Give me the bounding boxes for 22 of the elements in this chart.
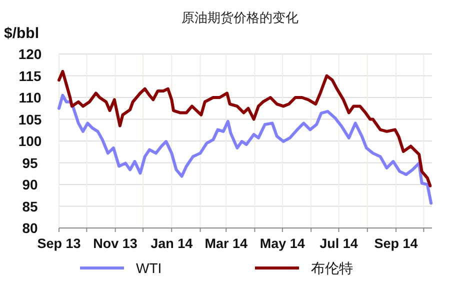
chart-title: 原油期货价格的变化 xyxy=(182,10,298,25)
x-tick-label: Jan 14 xyxy=(150,236,194,251)
y-tick-label: 80 xyxy=(22,220,38,236)
x-tick-label: May 14 xyxy=(260,236,306,251)
y-axis-title: $/bbl xyxy=(4,25,40,42)
x-tick-label: Jul 14 xyxy=(320,236,358,251)
x-tick-label: Nov 13 xyxy=(93,236,138,251)
y-tick-label: 90 xyxy=(22,176,38,192)
x-tick-label: Sep 13 xyxy=(37,236,82,251)
y-tick-label: 100 xyxy=(18,133,42,149)
line-series xyxy=(58,70,432,188)
y-tick-label: 115 xyxy=(18,68,42,84)
x-tick-label: Mar 14 xyxy=(204,236,248,251)
line-series xyxy=(58,94,433,205)
y-tick-label: 85 xyxy=(22,198,38,214)
y-tick-label: 110 xyxy=(18,90,42,106)
legend-label: 布伦特 xyxy=(311,260,353,276)
legend-label: WTI xyxy=(136,260,162,276)
y-tick-label: 95 xyxy=(22,154,38,171)
y-tick-label: 120 xyxy=(18,46,42,62)
y-tick-label: 105 xyxy=(18,111,42,128)
x-tick-label: Sep 14 xyxy=(374,236,418,251)
